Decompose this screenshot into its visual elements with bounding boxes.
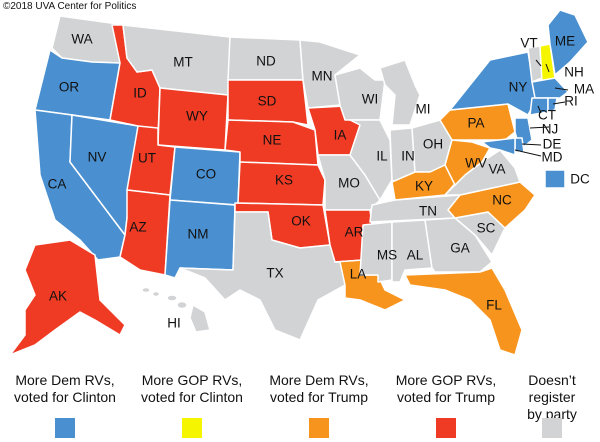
label-mi: MI	[416, 102, 431, 117]
legend-label: More GOP RVs, voted for Trump	[395, 372, 497, 405]
label-ia: IA	[334, 128, 347, 143]
label-me: ME	[555, 34, 575, 49]
label-vt: VT	[520, 36, 537, 51]
label-ar: AR	[345, 225, 364, 240]
label-ga: GA	[450, 241, 470, 256]
legend-item-gop-trump: More GOP RVs, voted for Trump	[386, 372, 506, 438]
label-ky: KY	[415, 179, 433, 194]
label-dc: DC	[570, 172, 590, 187]
label-ny: NY	[509, 80, 528, 95]
label-nd: ND	[256, 54, 276, 69]
legend-label: More Dem RVs, voted for Clinton	[14, 372, 116, 405]
legend-label: More GOP RVs, voted for Clinton	[141, 372, 243, 405]
label-nc: NC	[492, 193, 512, 208]
label-ct: CT	[538, 108, 556, 123]
label-mt: MT	[173, 55, 193, 70]
label-nv: NV	[88, 150, 107, 165]
state-tx[interactable]	[179, 211, 346, 341]
state-hi-island-5[interactable]	[189, 304, 211, 333]
state-labels: WA OR CA NV ID MT WY UT AZ CO NM ND SD N…	[48, 32, 595, 331]
label-ca: CA	[48, 177, 67, 192]
state-fl[interactable]	[404, 267, 523, 356]
label-ms: MS	[377, 248, 397, 263]
label-ak: AK	[49, 289, 67, 304]
state-mi[interactable]	[379, 59, 421, 126]
legend: More Dem RVs, voted for Clinton More GOP…	[0, 372, 600, 442]
state-wi[interactable]	[334, 67, 386, 121]
legend-item-dem-clinton: More Dem RVs, voted for Clinton	[5, 372, 125, 438]
label-ok: OK	[291, 214, 311, 229]
label-md: MD	[542, 150, 563, 165]
state-ak[interactable]	[9, 239, 126, 356]
label-mn: MN	[312, 69, 333, 84]
label-sd: SD	[258, 94, 277, 109]
label-wv: WV	[465, 156, 487, 171]
state-ma[interactable]	[531, 77, 569, 99]
legend-item-dem-trump: More Dem RVs, voted for Trump	[259, 372, 379, 438]
legend-swatch	[182, 418, 202, 438]
label-ri: RI	[564, 94, 578, 109]
label-nj: NJ	[542, 122, 559, 137]
label-wa: WA	[71, 32, 92, 47]
label-la: LA	[350, 267, 367, 282]
label-ma: MA	[574, 82, 594, 97]
legend-swatch	[309, 418, 329, 438]
label-wi: WI	[362, 92, 379, 107]
label-in: IN	[401, 149, 415, 164]
credit-text: ©2018 UVA Center for Politics	[3, 1, 137, 12]
legend-label: Doesn’t register by party	[527, 372, 577, 422]
state-ks[interactable]	[237, 161, 326, 206]
state-sd[interactable]	[227, 79, 309, 126]
state-ri[interactable]	[547, 97, 558, 113]
label-ks: KS	[275, 173, 293, 188]
label-nm: NM	[188, 227, 209, 242]
label-va: VA	[488, 162, 505, 177]
label-al: AL	[407, 248, 424, 263]
legend-swatch	[436, 418, 456, 438]
legend-swatch	[55, 418, 75, 438]
label-wy: WY	[186, 109, 208, 124]
state-hi-island-1[interactable]	[141, 286, 151, 294]
label-fl: FL	[486, 298, 502, 313]
label-az: AZ	[129, 220, 146, 235]
map-svg: WA OR CA NV ID MT WY UT AZ CO NM ND SD N…	[9, 9, 595, 356]
label-nh: NH	[564, 65, 584, 80]
label-ne: NE	[263, 133, 282, 148]
label-id: ID	[133, 86, 147, 101]
label-oh: OH	[423, 137, 443, 152]
state-hi-island-3[interactable]	[166, 294, 178, 302]
hawaii-islands	[141, 286, 211, 333]
legend-swatch	[542, 418, 562, 438]
label-tx: TX	[266, 266, 283, 281]
legend-item-gop-clinton: More GOP RVs, voted for Clinton	[132, 372, 252, 438]
state-hi-island-2[interactable]	[151, 290, 161, 298]
label-pa: PA	[467, 116, 484, 131]
legend-item-no-party: Doesn’t register by party	[512, 372, 592, 438]
label-co: CO	[196, 167, 216, 182]
state-me[interactable]	[547, 9, 589, 76]
state-dc-box[interactable]	[544, 169, 566, 189]
state-hi-island-4[interactable]	[176, 300, 188, 310]
state-il[interactable]	[349, 119, 393, 201]
label-leader-lines	[514, 59, 569, 157]
label-hi: HI	[167, 316, 181, 331]
label-or: OR	[59, 80, 80, 95]
label-de: DE	[543, 137, 562, 152]
label-tn: TN	[419, 204, 437, 219]
label-sc: SC	[477, 221, 496, 236]
state-md[interactable]	[481, 137, 516, 156]
label-mo: MO	[338, 176, 360, 191]
label-il: IL	[376, 149, 388, 164]
label-ut: UT	[138, 151, 156, 166]
legend-label: More Dem RVs, voted for Trump	[269, 372, 369, 405]
